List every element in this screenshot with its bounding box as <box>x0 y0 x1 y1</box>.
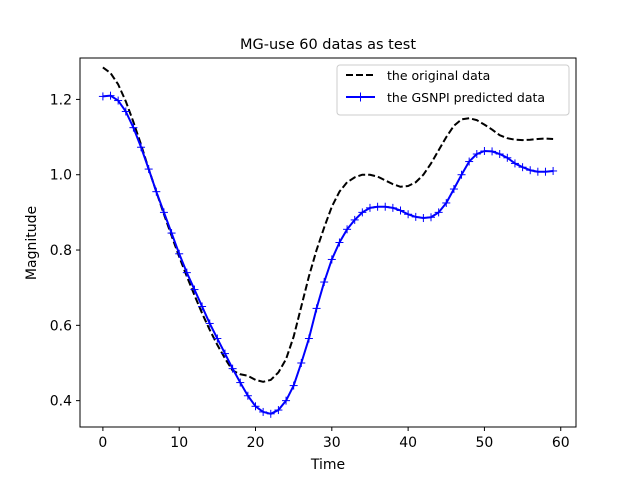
data-point-predicted <box>129 123 138 132</box>
data-point-predicted <box>282 396 291 405</box>
data-point-predicted <box>419 214 428 223</box>
data-point-predicted <box>381 202 390 211</box>
data-point-predicted <box>457 170 466 179</box>
data-point-predicted <box>335 238 344 247</box>
ticks: 0 10 20 30 40 50 60 0.4 0.6 0.8 1.0 1.2 <box>50 92 570 451</box>
legend-frame <box>336 64 570 116</box>
data-point-predicted <box>182 268 191 277</box>
data-point-predicted <box>442 198 451 207</box>
data-point-predicted <box>365 203 374 212</box>
data-point-predicted <box>495 150 504 159</box>
data-point-predicted <box>373 202 382 211</box>
y-axis-label: Magnitude <box>24 206 40 280</box>
series-line-original <box>102 66 554 383</box>
data-point-predicted <box>289 381 298 390</box>
data-point-predicted <box>388 203 397 212</box>
data-point-predicted <box>320 278 329 287</box>
data-point-predicted <box>98 92 107 101</box>
data-point-predicted <box>312 304 321 313</box>
data-point-predicted <box>205 319 214 328</box>
data-point-predicted <box>274 406 283 415</box>
series-layer <box>98 66 558 418</box>
data-point-predicted <box>167 229 176 238</box>
data-point-predicted <box>213 334 222 343</box>
data-point-predicted <box>327 255 336 264</box>
data-point-predicted <box>526 166 535 175</box>
data-point-predicted <box>304 334 313 343</box>
data-point-predicted <box>404 210 413 219</box>
y-tick-label: 0.4 <box>50 394 72 410</box>
x-axis-label: Time <box>310 457 345 473</box>
data-point-predicted <box>358 208 367 217</box>
data-point-predicted <box>144 165 153 174</box>
x-tick-label: 50 <box>476 435 494 451</box>
data-point-predicted <box>198 302 207 311</box>
x-tick-label: 60 <box>552 435 570 451</box>
chart-title: MG-use 60 datas as test <box>240 37 416 53</box>
data-point-predicted <box>488 147 497 156</box>
data-point-predicted <box>106 91 115 100</box>
data-point-predicted <box>449 185 458 194</box>
data-point-predicted <box>175 249 184 258</box>
data-point-predicted <box>465 157 474 166</box>
data-point-predicted <box>137 143 146 152</box>
data-point-predicted <box>343 225 352 234</box>
data-point-predicted <box>396 206 405 215</box>
x-tick-label: 10 <box>170 435 188 451</box>
data-point-predicted <box>243 391 252 400</box>
legend-label-predicted: the GSNPI predicted data <box>387 90 545 105</box>
y-tick-label: 1.0 <box>50 168 72 184</box>
legend: the original data the GSNPI predicted da… <box>336 64 570 116</box>
data-point-predicted <box>411 212 420 221</box>
x-tick-label: 0 <box>98 435 107 451</box>
data-point-predicted <box>480 147 489 156</box>
data-point-predicted <box>472 150 481 159</box>
axes <box>79 57 577 428</box>
x-tick-label: 40 <box>399 435 417 451</box>
data-point-predicted <box>114 96 123 105</box>
y-tick-label: 0.6 <box>50 318 72 334</box>
data-point-predicted <box>549 166 558 175</box>
plot-frame <box>79 57 577 428</box>
data-point-predicted <box>434 208 443 217</box>
data-point-predicted <box>266 409 275 418</box>
data-point-predicted <box>220 349 229 358</box>
data-point-predicted <box>297 358 306 367</box>
data-point-predicted <box>518 163 527 172</box>
data-point-predicted <box>121 107 130 116</box>
data-point-predicted <box>190 285 199 294</box>
data-point-predicted <box>533 167 542 176</box>
legend-label-original: the original data <box>387 68 490 83</box>
data-point-predicted <box>541 167 550 176</box>
y-tick-label: 1.2 <box>50 92 72 108</box>
data-point-predicted <box>259 407 268 416</box>
x-tick-label: 30 <box>323 435 341 451</box>
x-tick-label: 20 <box>247 435 265 451</box>
data-point-predicted <box>152 187 161 196</box>
data-point-predicted <box>236 378 245 387</box>
data-point-predicted <box>427 213 436 222</box>
data-point-predicted <box>503 153 512 162</box>
data-point-predicted <box>159 208 168 217</box>
y-tick-label: 0.8 <box>50 243 72 259</box>
data-point-predicted <box>251 402 260 411</box>
data-point-predicted <box>350 215 359 224</box>
data-point-predicted <box>228 364 237 373</box>
data-point-predicted <box>510 159 519 168</box>
